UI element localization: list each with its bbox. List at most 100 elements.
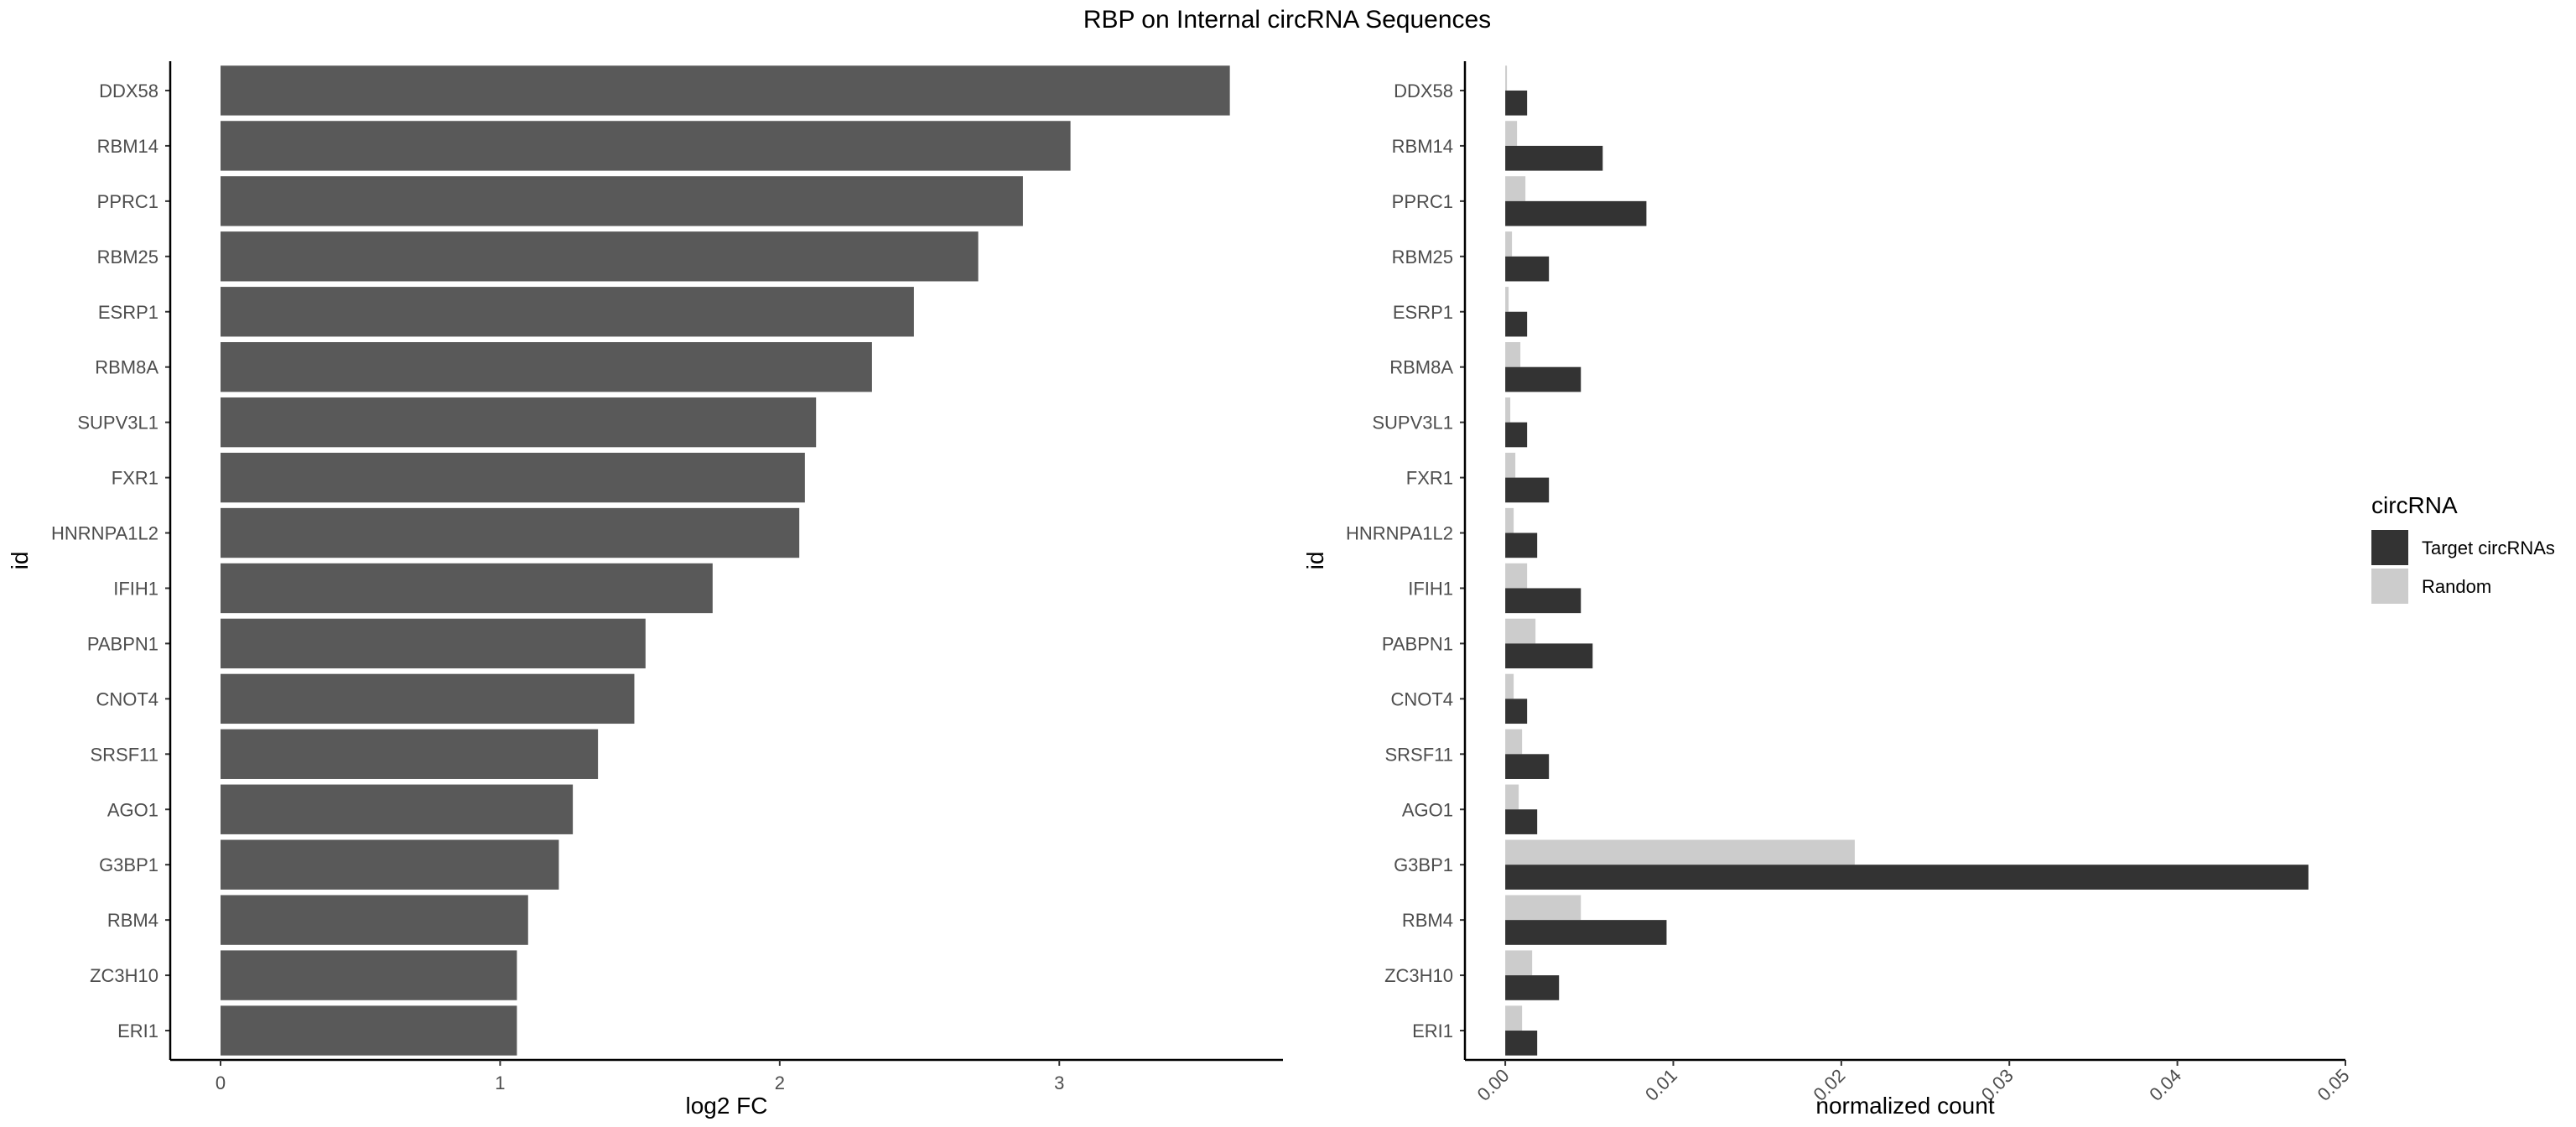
bar-target-pabpn1 [1505, 643, 1593, 669]
bar-hnrnpa1l2 [221, 507, 800, 558]
category-label: AGO1 [107, 799, 158, 820]
bar-g3bp1 [221, 839, 559, 890]
bar-srsf11 [221, 729, 599, 779]
bar-ddx58 [221, 65, 1230, 116]
bar-random-ago1 [1505, 784, 1519, 810]
bar-target-hnrnpa1l2 [1505, 532, 1538, 558]
category-label: SUPV3L1 [77, 413, 158, 434]
bar-random-esrp1 [1505, 287, 1509, 312]
legend-swatch-target [2371, 530, 2408, 565]
bar-target-eri1 [1505, 1031, 1538, 1056]
bar-pprc1 [221, 176, 1023, 226]
bar-target-pprc1 [1505, 200, 1647, 226]
category-label: ERI1 [1412, 1021, 1453, 1041]
x-tick-label: 0.05 [2314, 1065, 2354, 1105]
category-label: PPRC1 [97, 191, 158, 212]
bar-cnot4 [221, 673, 635, 724]
bar-eri1 [221, 1005, 517, 1056]
bar-ifih1 [221, 563, 713, 614]
category-label: PABPN1 [1382, 633, 1453, 654]
category-label: G3BP1 [1394, 854, 1453, 875]
legend-title: circRNA [2371, 492, 2458, 518]
bar-rbm8a [221, 342, 872, 392]
bar-target-ddx58 [1505, 90, 1528, 116]
category-label: ZC3H10 [90, 965, 158, 986]
bar-random-ifih1 [1505, 563, 1528, 589]
x-axis-title: normalized count [1815, 1093, 1994, 1119]
y-axis-title: id [7, 552, 33, 570]
category-label: PABPN1 [87, 633, 158, 654]
category-label: PPRC1 [1392, 191, 1453, 212]
category-label: IFIH1 [1408, 578, 1453, 599]
y-axis-title: id [1302, 552, 1328, 570]
x-tick-label: 0.00 [1473, 1065, 1514, 1105]
bar-random-eri1 [1505, 1005, 1523, 1031]
bar-random-fxr1 [1505, 452, 1516, 478]
bar-zc3h10 [221, 950, 517, 1000]
bar-random-supv3l1 [1505, 397, 1511, 423]
category-label: RBM25 [1392, 247, 1453, 267]
bar-random-rbm25 [1505, 231, 1513, 257]
bar-random-pprc1 [1505, 176, 1526, 201]
category-label: ESRP1 [1393, 302, 1453, 323]
bar-target-g3bp1 [1505, 865, 2309, 890]
bar-random-pabpn1 [1505, 618, 1536, 644]
category-label: HNRNPA1L2 [51, 523, 158, 544]
bar-esrp1 [221, 287, 914, 337]
bar-ago1 [221, 784, 574, 834]
x-tick-label: 3 [1054, 1072, 1064, 1093]
category-label: ERI1 [117, 1021, 158, 1041]
category-label: CNOT4 [1390, 688, 1453, 709]
chart-title: RBP on Internal circRNA Sequences [1083, 6, 1491, 34]
bar-target-esrp1 [1505, 311, 1528, 337]
x-axis-title: log2 FC [685, 1093, 767, 1119]
legend-swatch-random [2371, 569, 2408, 604]
bar-random-rbm4 [1505, 895, 1581, 921]
category-label: ZC3H10 [1384, 965, 1453, 986]
bar-fxr1 [221, 452, 805, 503]
bar-random-hnrnpa1l2 [1505, 507, 1514, 533]
category-label: RBM14 [1392, 136, 1453, 157]
category-label: SUPV3L1 [1372, 413, 1453, 434]
category-label: FXR1 [1406, 468, 1453, 489]
x-tick-label: 0.01 [1641, 1065, 1681, 1105]
left-bar-panel: DDX58 RBM14 PPRC1 RBM25 ESRP1 RBM8A SUPV3L1 FXR… [7, 61, 1283, 1119]
bar-target-rbm14 [1505, 145, 1603, 171]
category-label: RBM25 [97, 247, 158, 267]
category-label: DDX58 [99, 80, 158, 101]
category-label: SRSF11 [1384, 744, 1453, 765]
category-label: ESRP1 [98, 302, 158, 323]
category-label: AGO1 [1402, 799, 1453, 820]
x-tick-label: 1 [495, 1072, 505, 1093]
category-label: RBM8A [1389, 357, 1453, 378]
category-label: RBM4 [107, 910, 158, 931]
bar-rbm4 [221, 895, 528, 945]
bar-pabpn1 [221, 618, 646, 669]
category-label: RBM8A [95, 357, 158, 378]
bar-random-rbm8a [1505, 342, 1521, 367]
bar-random-ddx58 [1505, 65, 1508, 91]
bar-target-fxr1 [1505, 477, 1550, 503]
legend-label: Random [2422, 576, 2491, 597]
category-label: DDX58 [1394, 80, 1453, 101]
bar-rbm14 [221, 121, 1071, 171]
bar-target-zc3h10 [1505, 975, 1560, 1000]
bar-supv3l1 [221, 397, 817, 448]
bar-random-cnot4 [1505, 673, 1514, 699]
bar-random-rbm14 [1505, 121, 1518, 146]
bar-target-supv3l1 [1505, 422, 1528, 448]
category-label: CNOT4 [96, 688, 158, 709]
x-tick-label: 2 [775, 1072, 785, 1093]
category-label: RBM14 [97, 136, 158, 157]
bar-target-rbm8a [1505, 366, 1581, 392]
category-label: RBM4 [1402, 910, 1453, 931]
category-label: SRSF11 [90, 744, 158, 765]
bar-target-srsf11 [1505, 754, 1550, 779]
bar-target-ifih1 [1505, 588, 1581, 614]
bar-target-rbm4 [1505, 920, 1667, 945]
category-label: HNRNPA1L2 [1346, 523, 1453, 544]
bar-random-zc3h10 [1505, 950, 1533, 976]
category-label: FXR1 [112, 468, 158, 489]
bar-target-rbm25 [1505, 256, 1550, 282]
